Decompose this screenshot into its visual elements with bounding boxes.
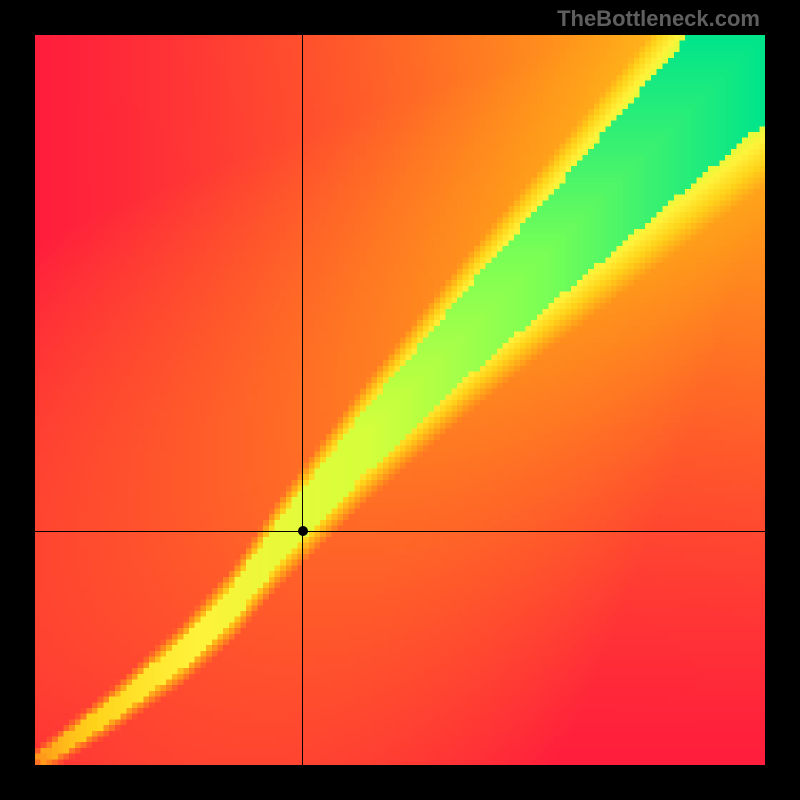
chart-container: TheBottleneck.com [0, 0, 800, 800]
crosshair-vertical [302, 35, 303, 765]
data-point-marker [298, 526, 308, 536]
heatmap-plot [35, 35, 765, 765]
crosshair-horizontal [35, 531, 765, 532]
watermark-text: TheBottleneck.com [557, 6, 760, 32]
heatmap-canvas [35, 35, 765, 765]
